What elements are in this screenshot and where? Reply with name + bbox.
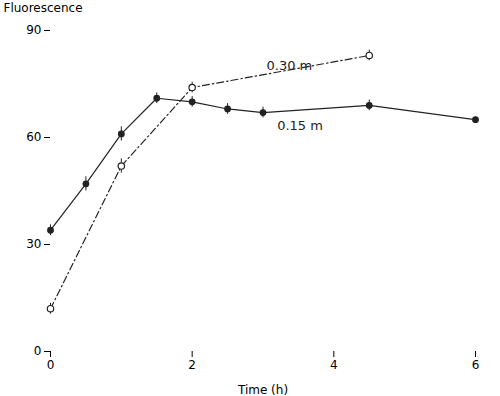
svg-text:90: 90 [26, 23, 41, 37]
svg-text:6: 6 [472, 358, 480, 372]
svg-text:30: 30 [26, 237, 41, 251]
svg-text:0: 0 [34, 344, 42, 358]
svg-text:4: 4 [330, 358, 338, 372]
svg-text:0: 0 [47, 358, 55, 372]
svg-text:60: 60 [26, 130, 41, 144]
svg-text:Fluorescence: Fluorescence [4, 1, 83, 15]
svg-text:Time (h): Time (h) [237, 383, 288, 396]
svg-text:0.30 m: 0.30 m [267, 58, 313, 73]
svg-text:0.15 m: 0.15 m [277, 118, 323, 133]
svg-text:2: 2 [188, 358, 196, 372]
